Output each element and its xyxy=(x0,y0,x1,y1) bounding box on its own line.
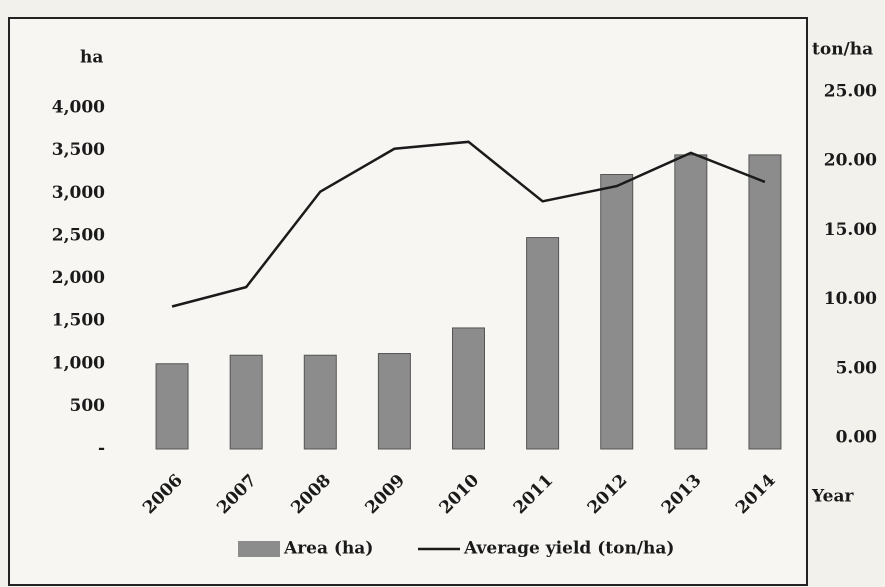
y-tick-label: 2,500 xyxy=(52,225,105,245)
y-tick-label: 500 xyxy=(70,396,106,416)
y-tick-label: 4,000 xyxy=(52,98,105,118)
bar xyxy=(748,154,782,450)
y2-tick-label: 20.00 xyxy=(824,151,877,171)
bar xyxy=(452,327,485,450)
bar xyxy=(600,173,634,450)
x-axis-label: Year xyxy=(811,487,854,507)
legend-label: Average yield (ton/ha) xyxy=(463,539,674,559)
bar xyxy=(674,154,708,450)
bar xyxy=(229,354,263,450)
y2-tick-label: 15.00 xyxy=(824,220,877,240)
y-tick-label: - xyxy=(98,439,105,459)
y-axis-label: ha xyxy=(80,48,103,68)
y2-tick-label: 10.00 xyxy=(824,289,877,309)
y-tick-label: 2,000 xyxy=(52,268,105,288)
legend-label: Area (ha) xyxy=(283,539,373,559)
bar xyxy=(526,237,560,450)
y2-tick-label: 5.00 xyxy=(836,358,878,378)
bar xyxy=(377,353,411,450)
bar xyxy=(155,363,189,450)
y2-axis-label: ton/ha xyxy=(812,40,873,60)
legend-swatch xyxy=(238,541,280,557)
y-tick-label: 3,500 xyxy=(52,140,105,160)
y2-tick-label: 25.00 xyxy=(824,82,877,102)
y-tick-label: 1,000 xyxy=(52,353,105,373)
line xyxy=(171,140,766,308)
y-tick-label: 1,500 xyxy=(52,311,105,331)
bar xyxy=(303,354,337,450)
chart-frame xyxy=(8,17,808,586)
y-tick-label: 3,000 xyxy=(52,183,105,203)
y2-tick-label: 0.00 xyxy=(836,428,878,448)
